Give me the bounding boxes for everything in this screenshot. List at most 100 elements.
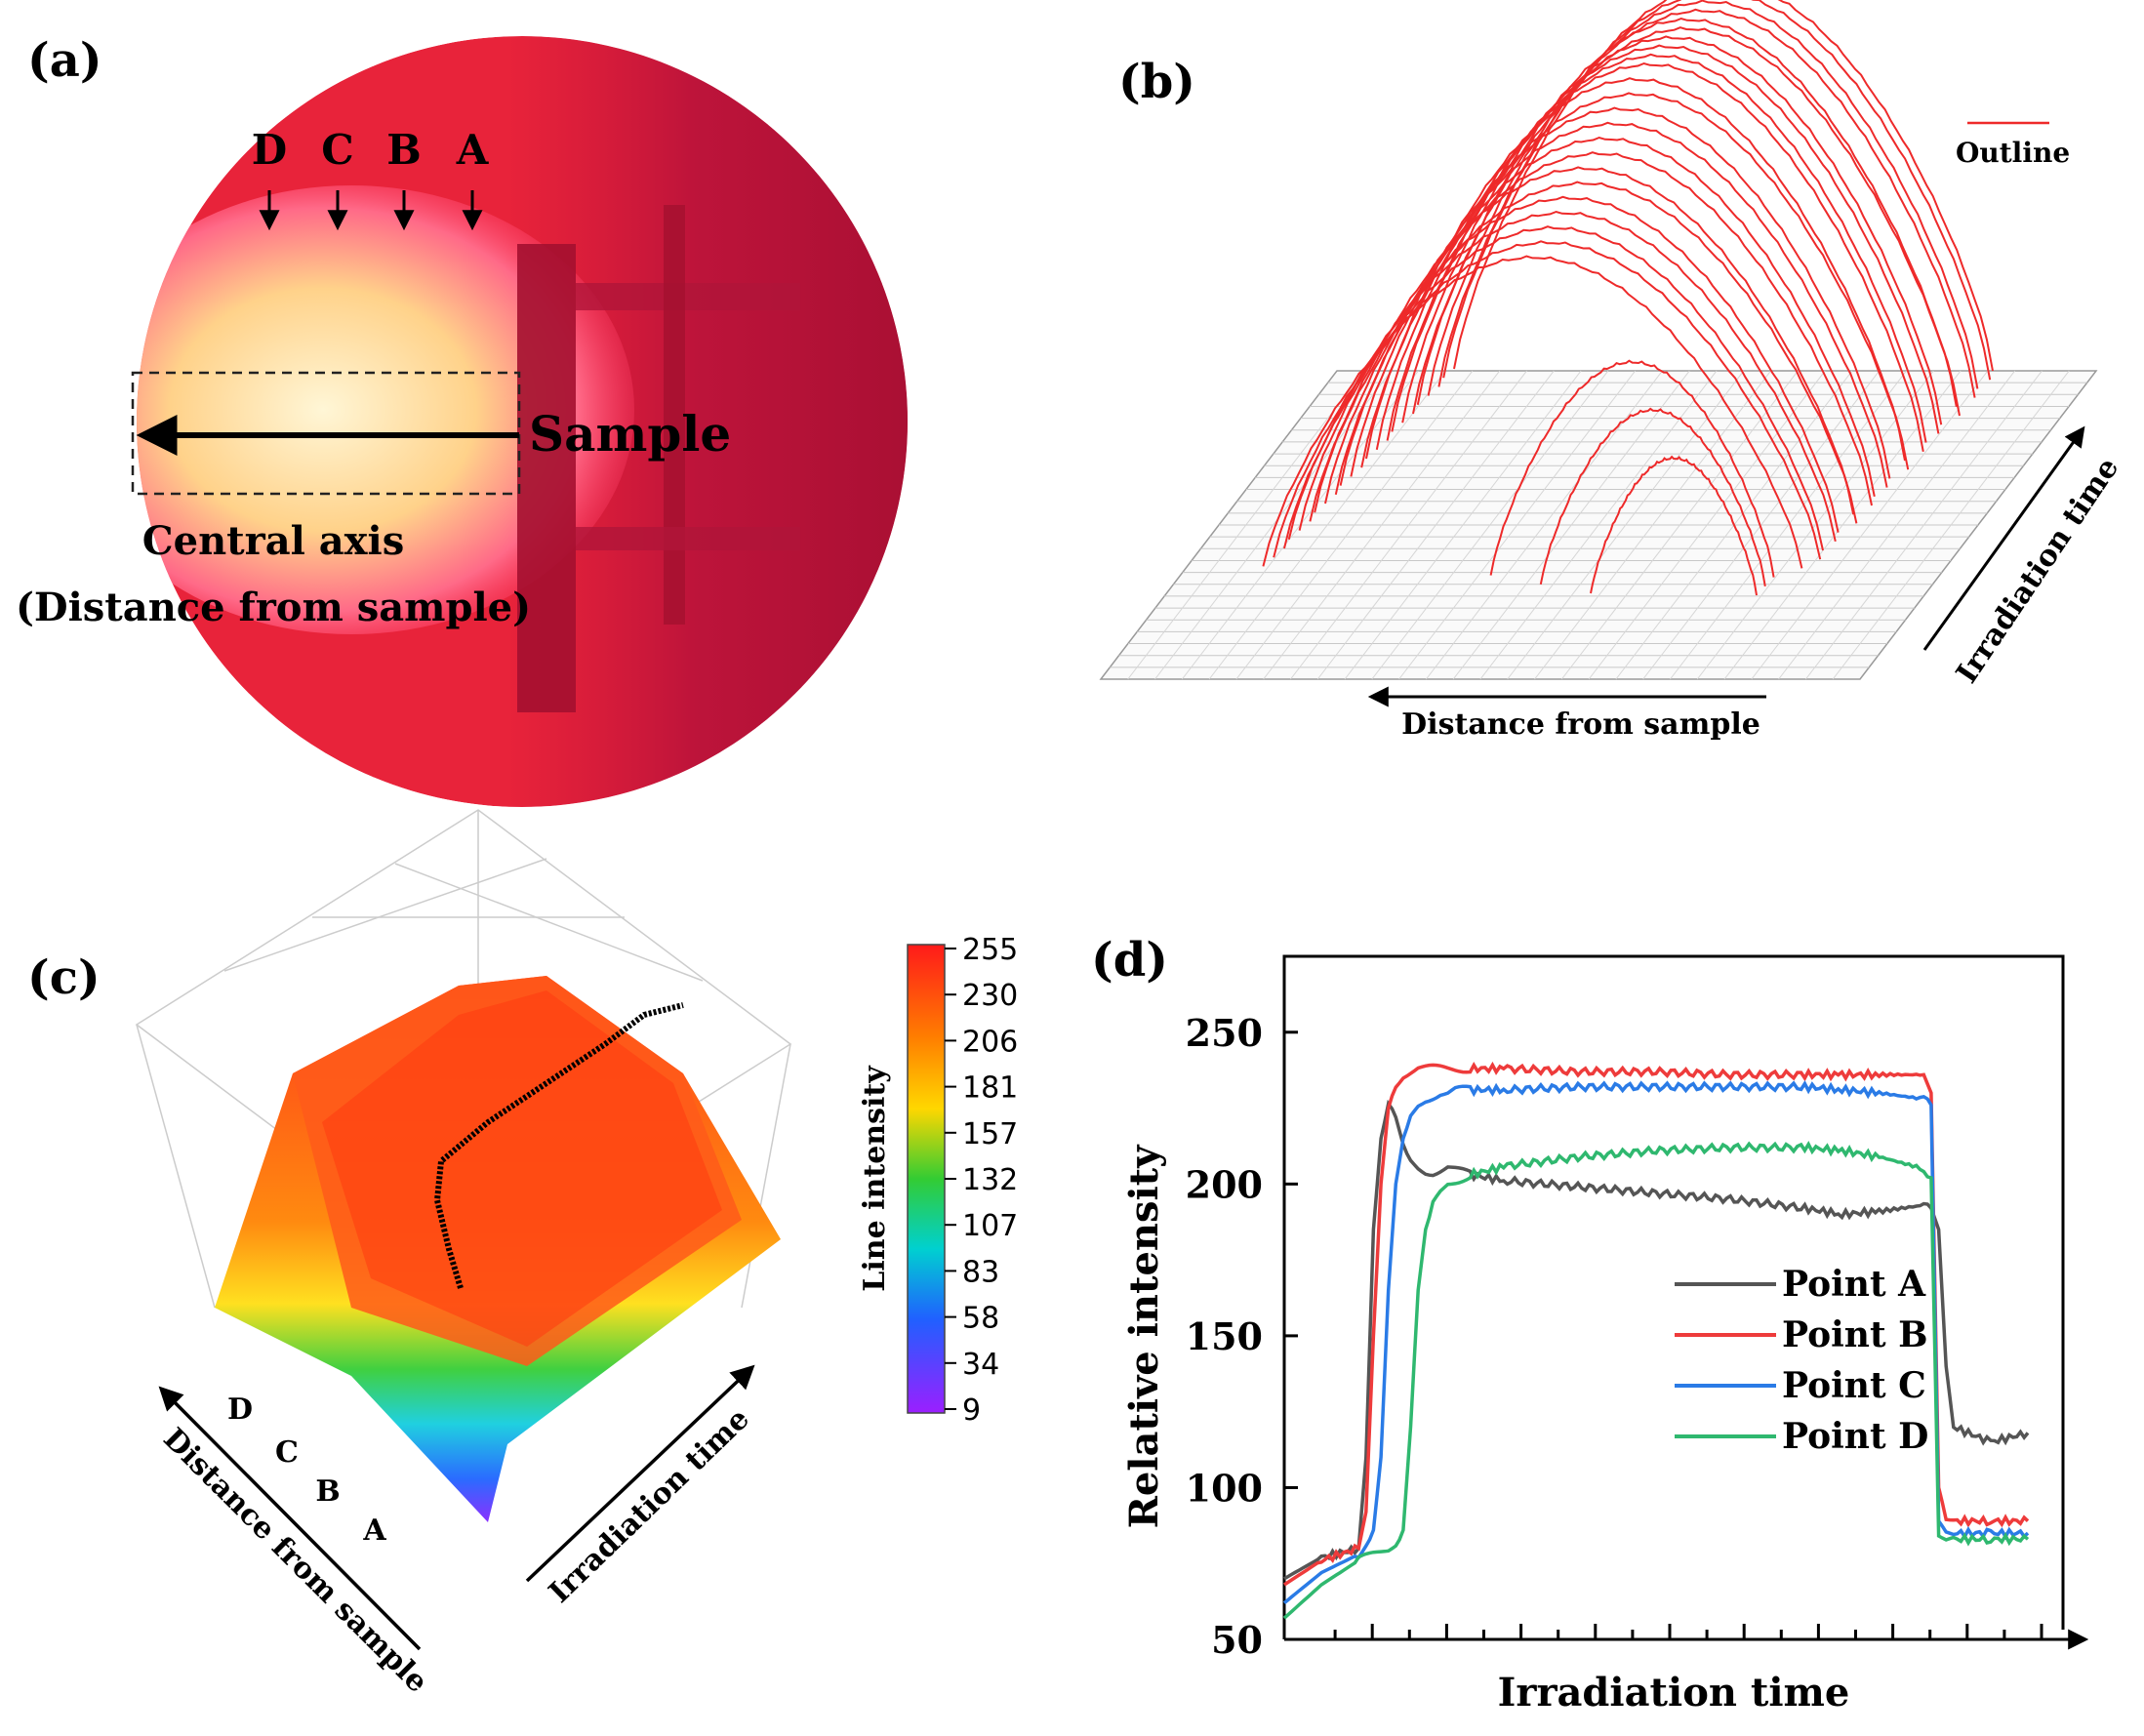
outline-curve: [1375, 61, 1924, 452]
grid-line: [1316, 370, 1555, 680]
time-arrow-b: [1922, 425, 2085, 651]
colorbar: 255 230 206 181 157 132 107 83 58 34 9: [907, 933, 1018, 1428]
grid-line: [1696, 370, 1934, 680]
sample-label: Sample: [529, 405, 731, 463]
colorbar-tick-label: 132: [962, 1163, 1018, 1197]
colorbar-tick-label: 107: [962, 1209, 1018, 1243]
legend-label: Point C: [1782, 1365, 1926, 1406]
grid-line: [1154, 370, 1392, 680]
panel-label-a: (a): [27, 33, 102, 88]
point-a-label: A: [456, 126, 490, 174]
series-line-point-b: [1283, 1061, 2030, 1587]
point-markers-a: D C B A: [252, 126, 490, 231]
colorbar-gradient: [907, 944, 946, 1414]
y-tick-label: 100: [1186, 1466, 1263, 1510]
grid-line: [1479, 370, 1718, 680]
grid-line: [1778, 370, 2016, 680]
outline-curve: [1391, 44, 1940, 434]
grid-line: [1588, 370, 1826, 680]
panel-label-c: (c): [27, 950, 101, 1005]
series-line-point-c: [1282, 1080, 2030, 1605]
legend-label: Point A: [1782, 1264, 1926, 1305]
outline-curve: [1590, 455, 1758, 596]
point-labels-c: D C B A: [227, 1393, 386, 1548]
grid-line: [1560, 370, 1799, 680]
legend-label: Point B: [1782, 1314, 1928, 1355]
time-label-c: Irradiation time: [543, 1402, 756, 1610]
x-axis-label: Irradiation time: [1498, 1670, 1850, 1716]
time-arrow-c: [525, 1364, 755, 1583]
colorbar-tick-label: 255: [962, 933, 1018, 967]
grid-line: [1235, 370, 1474, 680]
colorbar-tick-label: 83: [962, 1255, 999, 1289]
outline-curve: [1365, 77, 1906, 462]
point-c-label: C: [321, 126, 353, 174]
grid-line: [1208, 370, 1446, 680]
outline-curve: [1442, 0, 1992, 381]
outline-curve: [1416, 17, 1958, 407]
colorbar-tick-label: 157: [962, 1117, 1018, 1151]
grid-line: [1452, 370, 1690, 680]
intensity-surface: [215, 976, 781, 1522]
distance-from-sample-label: (Distance from sample): [16, 585, 531, 630]
grid-line: [1642, 370, 1881, 680]
grid-line: [1263, 370, 1501, 680]
central-axis-box: [131, 371, 521, 496]
outline-base-grid: [1099, 370, 2098, 680]
outline-curve: [1437, 0, 1979, 389]
series-line-point-a: [1283, 1099, 2030, 1581]
grid-line: [1371, 370, 1609, 680]
y-tick-label: 250: [1186, 1011, 1263, 1055]
grid-line: [1290, 370, 1527, 680]
outline-curve: [1489, 359, 1775, 578]
colorbar-tick-label: 206: [962, 1025, 1018, 1059]
distance-arrow-c: [158, 1386, 422, 1651]
legend-outline-label: Outline: [1956, 137, 2070, 169]
grid-line: [1507, 370, 1745, 680]
grid-line: [1534, 370, 1771, 680]
flame-photo: [137, 36, 908, 807]
grid-line: [1832, 370, 2070, 680]
y-tick-label: 50: [1211, 1618, 1263, 1662]
legend-label: Point D: [1782, 1416, 1928, 1457]
outline-curve: [1539, 407, 1766, 586]
outline-curve: [1339, 121, 1888, 488]
y-axis-label: Relative intensity: [1121, 1144, 1167, 1529]
grid-line: [1805, 370, 2043, 680]
outline-curve: [1287, 210, 1837, 543]
grid-line: [1398, 370, 1637, 680]
panel-label-b: (b): [1118, 55, 1195, 109]
grid-line: [1344, 370, 1582, 680]
grid-line: [1751, 370, 1989, 680]
colorbar-tick-label: 34: [962, 1348, 999, 1382]
colorbar-tick-label: 230: [962, 979, 1018, 1013]
colorbar-tick-label: 181: [962, 1071, 1018, 1106]
outline-curve: [1262, 255, 1803, 569]
point-b-label-c: B: [315, 1474, 340, 1509]
outline-curve: [1412, 26, 1961, 417]
outline-curve: [1453, 0, 1994, 372]
central-axis-label: Central axis: [142, 518, 404, 564]
point-c-label-c: C: [275, 1435, 299, 1470]
y-tick-label: 200: [1186, 1162, 1263, 1206]
series-line-point-d: [1282, 1141, 2030, 1620]
plot-frame: [1282, 954, 2065, 1639]
point-d-label-c: D: [227, 1393, 253, 1427]
sample-holder: [517, 244, 576, 712]
grid-line: [1127, 370, 1365, 680]
outline-curve: [1427, 8, 1976, 398]
colorbar-tick-label: 58: [962, 1302, 999, 1336]
peak-trace: [433, 1002, 684, 1289]
panel-label-d: (d): [1091, 933, 1168, 988]
colorbar-title: Line intensity: [858, 1065, 892, 1292]
y-tick-label: 150: [1186, 1314, 1263, 1358]
distance-label-b: Distance from sample: [1401, 707, 1760, 742]
outline-curve: [1314, 166, 1855, 515]
point-a-label-c: A: [362, 1514, 386, 1548]
grid-line: [1670, 370, 1907, 680]
outline-curves: [1262, 0, 1994, 596]
point-d-label: D: [252, 126, 287, 174]
colorbar-tick-label: 9: [962, 1393, 981, 1428]
outline-curve: [1401, 35, 1943, 425]
